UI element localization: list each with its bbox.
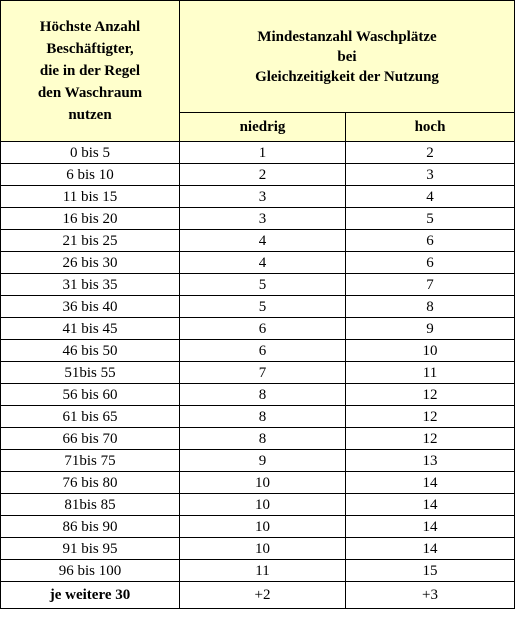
low-cell: 11	[179, 559, 346, 582]
range-cell: 11 bis 15	[0, 185, 180, 208]
low-cell: 4	[179, 229, 346, 252]
low-cell: 6	[179, 317, 346, 340]
range-cell: 26 bis 30	[0, 251, 180, 274]
footer-low-cell: +2	[179, 581, 346, 609]
table-row: 41 bis 45 6 9	[0, 317, 515, 340]
table-row: 46 bis 50 6 10	[0, 339, 515, 362]
high-cell: 6	[345, 251, 515, 274]
header-low: niedrig	[179, 112, 346, 142]
low-cell: 8	[179, 383, 346, 406]
high-cell: 3	[345, 163, 515, 186]
header-group-line: Mindestanzahl Waschplätze	[257, 28, 437, 45]
low-cell: 3	[179, 207, 346, 230]
footer-high-cell: +3	[345, 581, 515, 609]
header-col1-line: die in der Regel	[39, 63, 141, 79]
header-col1-line: nutzen	[68, 107, 112, 123]
header-high: hoch	[345, 112, 515, 142]
table-row: 36 bis 40 5 8	[0, 295, 515, 318]
high-cell: 13	[345, 449, 515, 472]
low-cell: 7	[179, 361, 346, 384]
range-cell: 0 bis 5	[0, 141, 180, 164]
table-row: 56 bis 60 8 12	[0, 383, 515, 406]
high-cell: 14	[345, 493, 515, 516]
table-row-footer: je weitere 30 +2 +3	[0, 581, 515, 609]
table-row: 96 bis 100 11 15	[0, 559, 515, 582]
high-cell: 12	[345, 427, 515, 450]
range-cell: 86 bis 90	[0, 515, 180, 538]
low-cell: 3	[179, 185, 346, 208]
low-cell: 5	[179, 273, 346, 296]
header-group-line: bei	[337, 48, 357, 65]
high-cell: 15	[345, 559, 515, 582]
low-cell: 10	[179, 537, 346, 560]
range-cell: 6 bis 10	[0, 163, 180, 186]
header-col1-line: Höchste Anzahl	[39, 19, 141, 35]
table-row: 21 bis 25 4 6	[0, 229, 515, 252]
range-cell: 36 bis 40	[0, 295, 180, 318]
high-cell: 5	[345, 207, 515, 230]
range-cell: 46 bis 50	[0, 339, 180, 362]
low-cell: 9	[179, 449, 346, 472]
low-cell: 5	[179, 295, 346, 318]
low-cell: 2	[179, 163, 346, 186]
table-row: 11 bis 15 3 4	[0, 185, 515, 208]
table-row: 51bis 55 7 11	[0, 361, 515, 384]
range-cell: 91 bis 95	[0, 537, 180, 560]
range-cell: 41 bis 45	[0, 317, 180, 340]
range-cell: 51bis 55	[0, 361, 180, 384]
table-row: 61 bis 65 8 12	[0, 405, 515, 428]
low-cell: 10	[179, 515, 346, 538]
low-cell: 1	[179, 141, 346, 164]
high-cell: 14	[345, 537, 515, 560]
table-row: 91 bis 95 10 14	[0, 537, 515, 560]
table-row: 66 bis 70 8 12	[0, 427, 515, 450]
table-row: 16 bis 20 3 5	[0, 207, 515, 230]
table-row: 76 bis 80 10 14	[0, 471, 515, 494]
range-cell: 56 bis 60	[0, 383, 180, 406]
header-col1-line: Beschäftigter,	[46, 41, 134, 57]
header-max-employees: Höchste Anzahl Beschäftigter, die in der…	[0, 0, 180, 142]
table-row: 6 bis 10 2 3	[0, 163, 515, 186]
low-cell: 8	[179, 427, 346, 450]
range-cell: 16 bis 20	[0, 207, 180, 230]
header-col1-line: den Waschraum	[37, 85, 143, 101]
range-cell: 21 bis 25	[0, 229, 180, 252]
table-row: 86 bis 90 10 14	[0, 515, 515, 538]
high-cell: 12	[345, 405, 515, 428]
high-cell: 9	[345, 317, 515, 340]
header-min-washbasins: Mindestanzahl Waschplätze bei Gleichzeit…	[179, 0, 515, 113]
high-cell: 14	[345, 515, 515, 538]
range-cell: 96 bis 100	[0, 559, 180, 582]
high-cell: 8	[345, 295, 515, 318]
low-cell: 10	[179, 471, 346, 494]
low-cell: 4	[179, 251, 346, 274]
range-cell: 31 bis 35	[0, 273, 180, 296]
high-cell: 10	[345, 339, 515, 362]
low-cell: 8	[179, 405, 346, 428]
table-row: 31 bis 35 5 7	[0, 273, 515, 296]
range-cell: 71bis 75	[0, 449, 180, 472]
table-row: 26 bis 30 4 6	[0, 251, 515, 274]
high-cell: 6	[345, 229, 515, 252]
range-cell: 76 bis 80	[0, 471, 180, 494]
range-cell: 66 bis 70	[0, 427, 180, 450]
high-cell: 11	[345, 361, 515, 384]
low-cell: 10	[179, 493, 346, 516]
high-cell: 7	[345, 273, 515, 296]
high-cell: 4	[345, 185, 515, 208]
range-cell: 61 bis 65	[0, 405, 180, 428]
table-row: 71bis 75 9 13	[0, 449, 515, 472]
range-cell: 81bis 85	[0, 493, 180, 516]
high-cell: 2	[345, 141, 515, 164]
low-cell: 6	[179, 339, 346, 362]
high-cell: 14	[345, 471, 515, 494]
footer-range-cell: je weitere 30	[0, 581, 180, 609]
table-row: 81bis 85 10 14	[0, 493, 515, 516]
high-cell: 12	[345, 383, 515, 406]
header-group-line: Gleichzeitigkeit der Nutzung	[255, 68, 439, 85]
